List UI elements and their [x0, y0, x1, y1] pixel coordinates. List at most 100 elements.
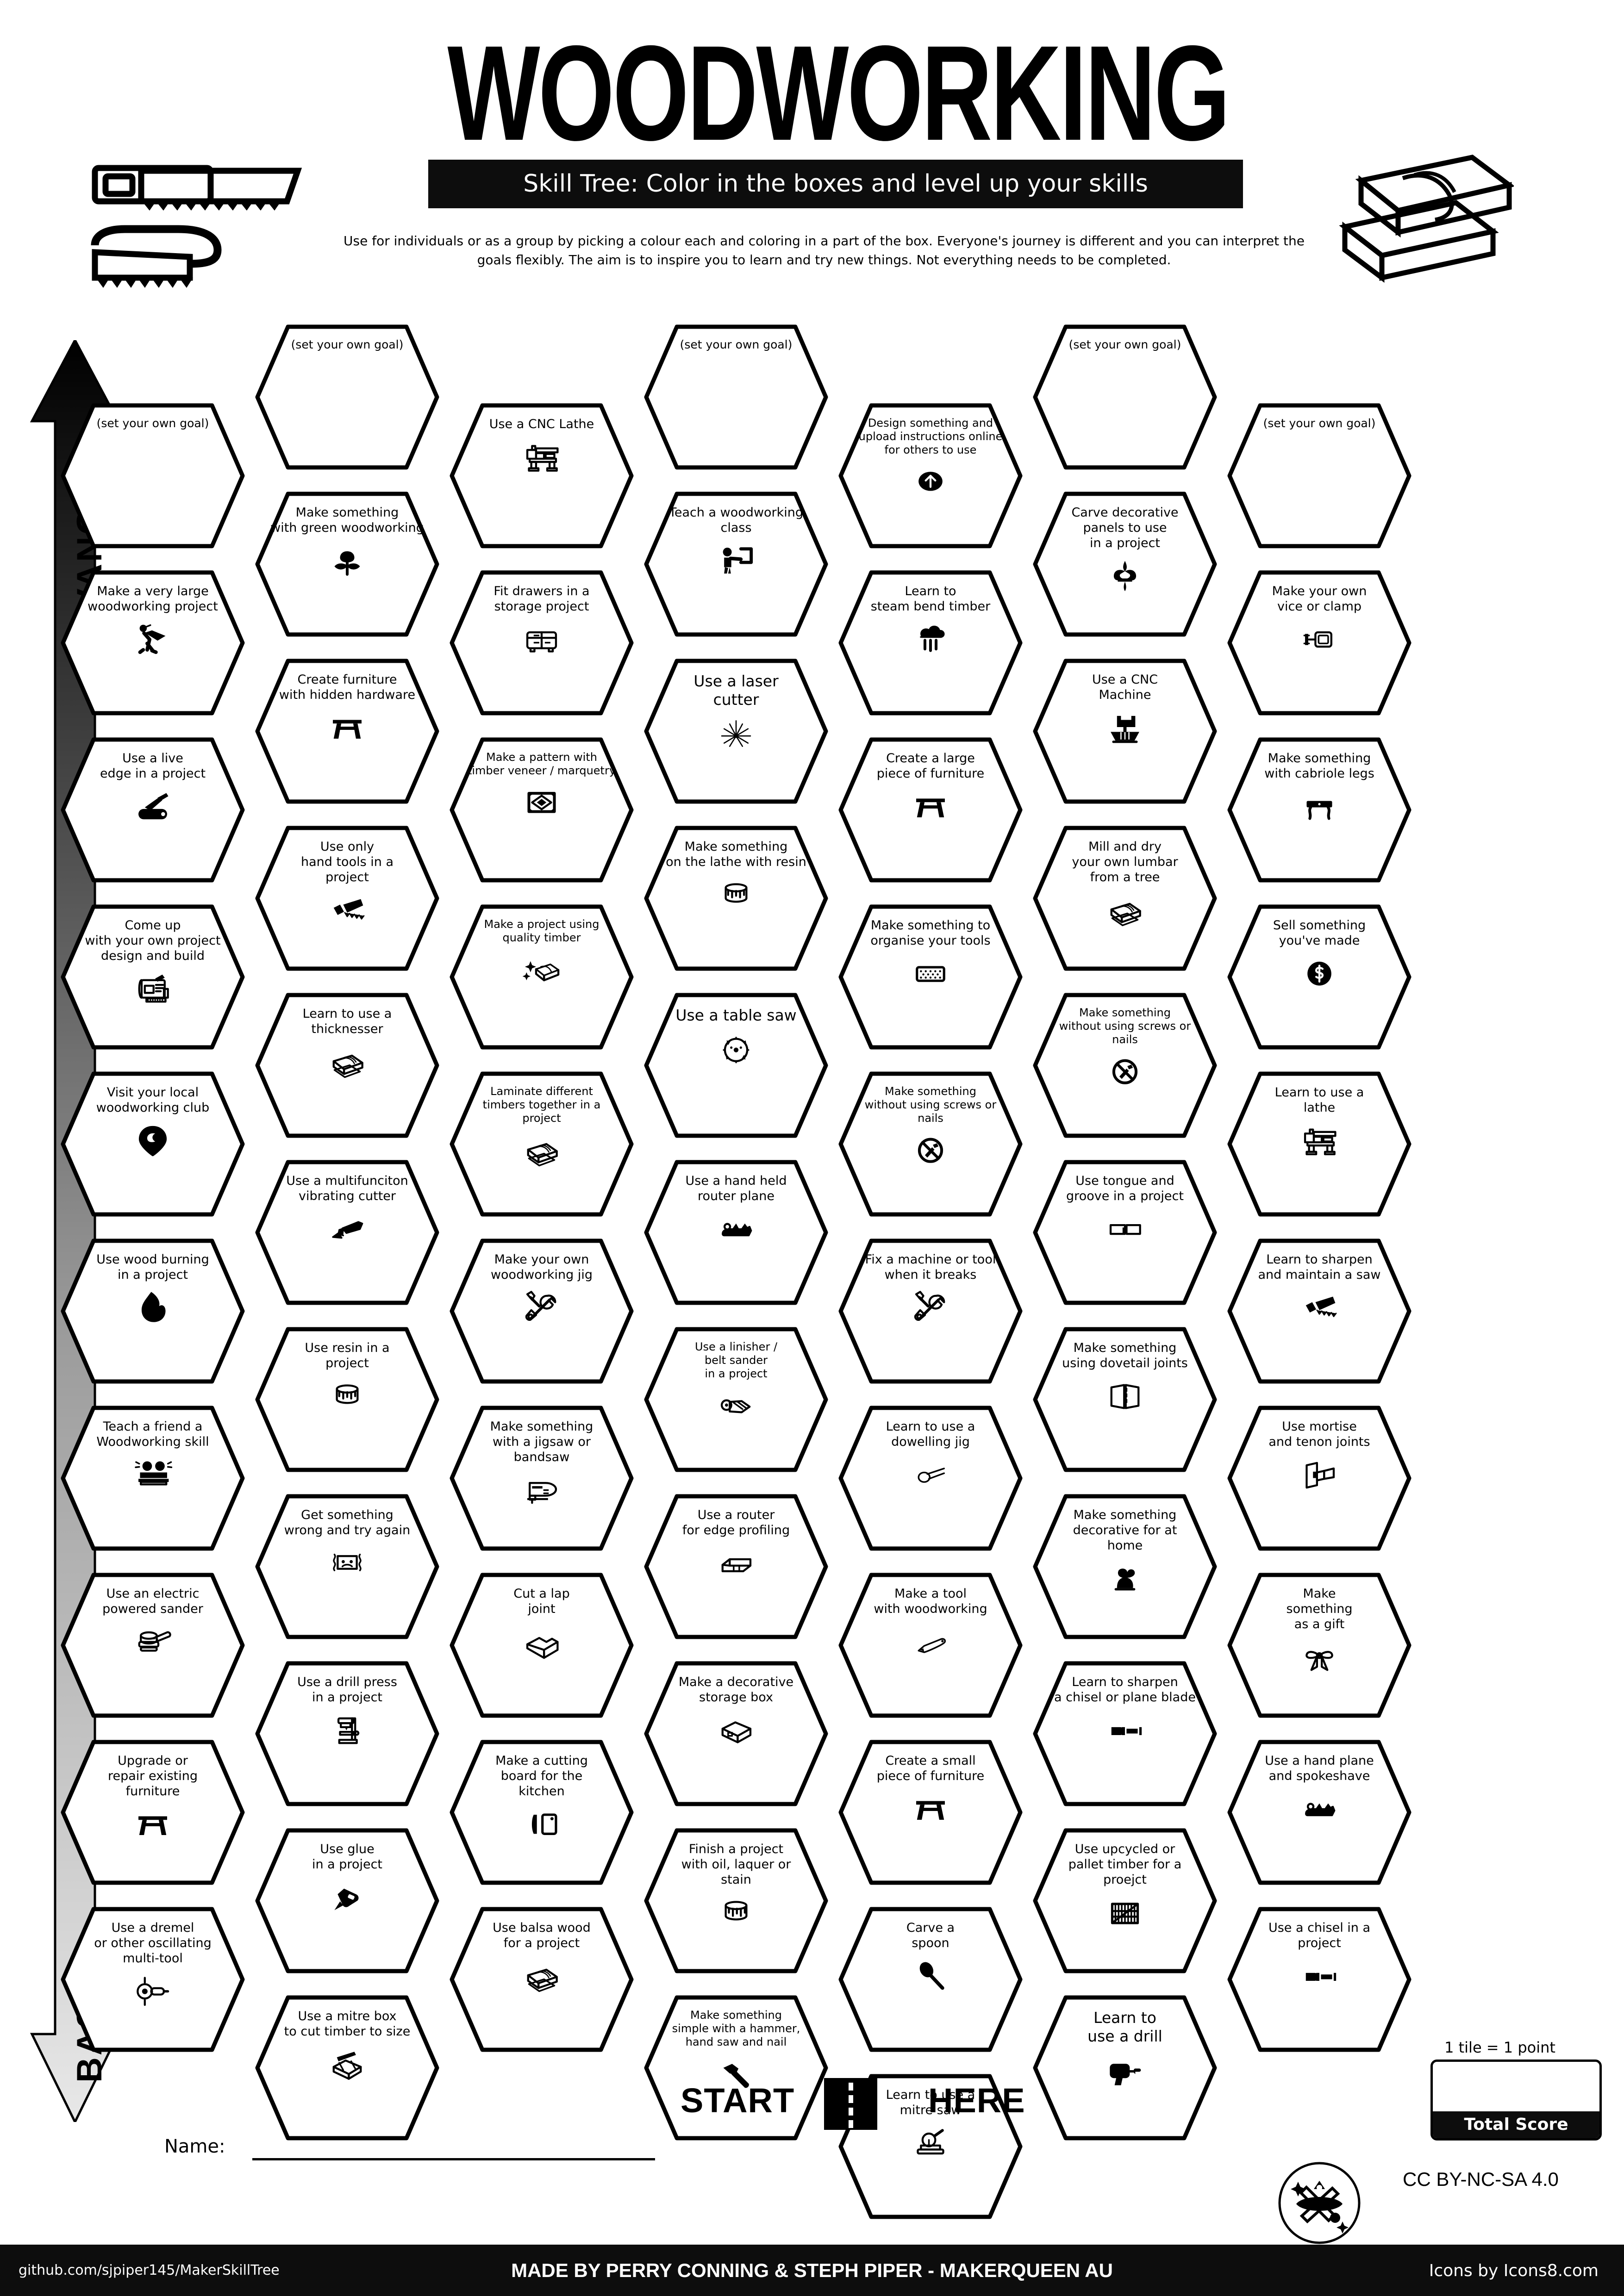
skill-tile[interactable]: Teach a woodworking class	[643, 491, 829, 637]
skill-tile[interactable]: Use a dremel or other oscillating multi-to…	[60, 1906, 245, 2053]
skill-tile[interactable]: Learn to use a thicknesser	[255, 992, 440, 1139]
two-people-icon	[60, 1454, 245, 1500]
orbital-sander-icon	[60, 1621, 245, 1667]
skill-tile[interactable]: Teach a friend a Woodworking skill	[60, 1405, 245, 1551]
skill-tile[interactable]: Make something on the lathe with resin	[643, 825, 829, 971]
skill-tile[interactable]: (set your own goal)	[1032, 324, 1218, 470]
skill-tile[interactable]: Finish a project with oil, laquer or stain	[643, 1828, 829, 1974]
skill-tile[interactable]: Use resin in a project	[255, 1326, 440, 1473]
flame-icon	[60, 1287, 245, 1332]
skill-tile[interactable]: Use wood burning in a project	[60, 1238, 245, 1384]
hand-saw-icon	[255, 890, 440, 935]
skill-tile[interactable]: Learn to use a dowelling jig	[838, 1405, 1023, 1551]
skill-tile[interactable]: Fix a machine or tool when it breaks	[838, 1238, 1023, 1384]
skill-tile[interactable]: Mill and dry your own lumbar from a tree	[1032, 825, 1218, 971]
skill-tile[interactable]: Get something wrong and try again	[255, 1493, 440, 1640]
skill-tile[interactable]: Fit drawers in a storage project	[449, 570, 634, 716]
skill-tile-label: Teach a woodworking class	[668, 505, 804, 535]
skill-tile[interactable]: Cut a lap joint	[449, 1572, 634, 1718]
pegboard-icon	[838, 953, 1023, 998]
skill-tile[interactable]: Use balsa wood for a project	[449, 1906, 634, 2053]
skill-tile[interactable]: Upgrade or repair existing furniture	[60, 1739, 245, 1885]
skill-tile[interactable]: Use a CNC Lathe	[449, 403, 634, 549]
name-field[interactable]: Name:	[164, 2136, 664, 2162]
skill-tile[interactable]: (set your own goal)	[643, 324, 829, 470]
skill-tile[interactable]: Make a tool with woodworking	[838, 1572, 1023, 1718]
skill-tile[interactable]: Make something with a jigsaw or bandsaw	[449, 1405, 634, 1551]
skill-tile[interactable]: Use a linisher / belt sander in a project	[643, 1326, 829, 1473]
skill-tile[interactable]: Use a table saw	[643, 992, 829, 1139]
skill-tile[interactable]: Use a drill press in a project	[255, 1661, 440, 1807]
skill-tile[interactable]: Use tongue and groove in a project	[1032, 1159, 1218, 1306]
skill-tile[interactable]: Make a cutting board for the kitchen	[449, 1739, 634, 1885]
skill-tile[interactable]: Carve a spoon	[838, 1906, 1023, 2053]
skill-tile[interactable]: Create a small piece of furniture	[838, 1739, 1023, 1885]
skill-tile[interactable]: Carve decorative panels to use in a projec…	[1032, 491, 1218, 637]
skill-tile[interactable]: Use a mitre box to cut timber to size	[255, 1995, 440, 2141]
skill-tile-label: Make something with cabriole legs	[1264, 751, 1374, 781]
skill-tile[interactable]: Use a multifunciton vibrating cutter	[255, 1159, 440, 1306]
skill-tile[interactable]: Create a large piece of furniture	[838, 737, 1023, 883]
skill-tile[interactable]: Visit your local woodworking club	[60, 1071, 245, 1217]
skill-tile[interactable]: (set your own goal)	[255, 324, 440, 470]
skill-tile[interactable]: Make something as a gift	[1227, 1572, 1412, 1718]
skill-tile-label: Teach a friend a Woodworking skill	[96, 1419, 209, 1449]
skill-tile[interactable]: Sell something you've made	[1227, 904, 1412, 1050]
skill-tile[interactable]: Use a hand held router plane	[643, 1159, 829, 1306]
skill-tile[interactable]: Make something without using screws or nai…	[1032, 992, 1218, 1139]
skill-tile[interactable]: Use mortise and tenon joints	[1227, 1405, 1412, 1551]
skill-tile[interactable]: Come up with your own project design and b…	[60, 904, 245, 1050]
skill-tile-label: Use a multifunciton vibrating cutter	[286, 1174, 408, 1203]
skill-tile[interactable]: Make a pattern with timber veneer / marqu…	[449, 737, 634, 883]
skill-tile[interactable]: Make something without using screws or nai…	[838, 1071, 1023, 1217]
skill-tile-label: (set your own goal)	[291, 338, 404, 351]
tongue-groove-icon	[1032, 1208, 1218, 1254]
skill-tile[interactable]: (set your own goal)	[60, 403, 245, 549]
skill-tile[interactable]: Make something to organise your tools	[838, 904, 1023, 1050]
timber-stack-icon	[255, 1041, 440, 1087]
skill-tile[interactable]: Use a live edge in a project	[60, 737, 245, 883]
skill-tile[interactable]: Make something using dovetail joints	[1032, 1326, 1218, 1473]
skill-tile[interactable]: Design something and upload instructions …	[838, 403, 1023, 549]
skill-tile[interactable]: Make your own woodworking jig	[449, 1238, 634, 1384]
total-score-box[interactable]: Total Score	[1430, 2060, 1602, 2140]
skill-tile[interactable]: Make something with green woodworking	[255, 491, 440, 637]
skill-tile[interactable]: Use a CNC Machine	[1032, 658, 1218, 804]
skill-tile[interactable]: Use glue in a project	[255, 1828, 440, 1974]
skill-tile[interactable]: Use upcycled or pallet timber for a proejc…	[1032, 1828, 1218, 1974]
skill-tile[interactable]: Learn to use a drill	[1032, 1995, 1218, 2141]
skill-tile-label: Get something wrong and try again	[284, 1508, 411, 1537]
skill-tile-label: Use tongue and groove in a project	[1066, 1174, 1184, 1203]
resin-pot-icon	[255, 1375, 440, 1421]
skill-tile[interactable]: (set your own goal)	[1227, 403, 1412, 549]
skill-tile[interactable]: Make something decorative for at home	[1032, 1493, 1218, 1640]
fleur-de-lis-icon	[1032, 555, 1218, 601]
skill-tile[interactable]: Use a laser cutter	[643, 658, 829, 804]
table-icon	[60, 1804, 245, 1849]
skill-tile[interactable]: Make a very large woodworking project	[60, 570, 245, 716]
skill-tile[interactable]: Create furniture with hidden hardware	[255, 658, 440, 804]
skill-tile-label: Make your own woodworking jig	[490, 1252, 593, 1282]
footer-icons-credit[interactable]: Icons by Icons8.com	[1429, 2261, 1599, 2280]
skill-tile-label: Make a very large woodworking project	[87, 584, 218, 614]
skill-tile[interactable]: Use a hand plane and spokeshave	[1227, 1739, 1412, 1885]
skill-tile[interactable]: Learn to sharpen a chisel or plane blade	[1032, 1661, 1218, 1807]
footer-repo-link[interactable]: github.com/sjpiper145/MakerSkillTree	[19, 2262, 280, 2278]
skill-tile[interactable]: Make something with cabriole legs	[1227, 737, 1412, 883]
skill-tile[interactable]: Use a chisel in a project	[1227, 1906, 1412, 2053]
skill-tile[interactable]: Use a router for edge profiling	[643, 1493, 829, 1640]
skill-tile[interactable]: Learn to sharpen and maintain a saw	[1227, 1238, 1412, 1384]
skill-tile[interactable]: Make a decorative storage box	[643, 1661, 829, 1807]
skill-tile-label: Learn to sharpen and maintain a saw	[1258, 1252, 1381, 1282]
skill-tile-label: Fix a machine or tool when it breaks	[865, 1252, 996, 1282]
paint-pot-icon	[643, 1892, 829, 1937]
skill-tile[interactable]: Learn to use a mitre saw	[838, 2073, 1023, 2220]
skill-tile[interactable]: Use only hand tools in a project	[255, 825, 440, 971]
skill-tile[interactable]: Make your own vice or clamp	[1227, 570, 1412, 716]
skill-tile[interactable]: Make a project using quality timber	[449, 904, 634, 1050]
skill-tile[interactable]: Learn to steam bend timber	[838, 570, 1023, 716]
skill-tile[interactable]: Use an electric powered sander	[60, 1572, 245, 1718]
skill-tile[interactable]: Make something simple with a hammer, hand …	[643, 1995, 829, 2141]
skill-tile[interactable]: Learn to use a lathe	[1227, 1071, 1412, 1217]
